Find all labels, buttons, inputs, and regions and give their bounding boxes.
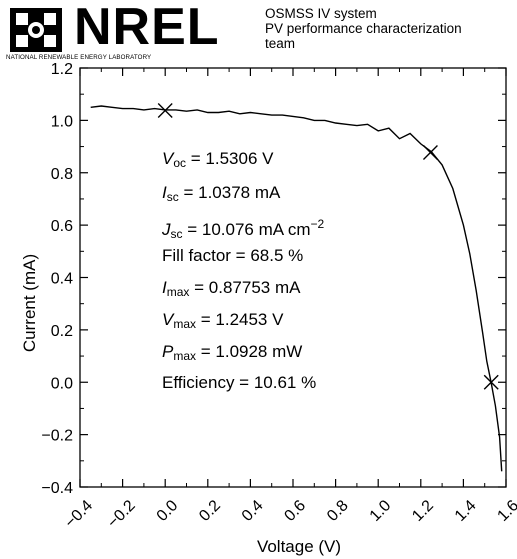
x-marker — [157, 102, 173, 118]
y-tick-label: 0.0 — [51, 375, 73, 392]
x-marker — [422, 144, 438, 160]
logo-subtitle: NATIONAL RENEWABLE ENERGY LABORATORY — [6, 54, 152, 61]
x-tick-label: 0.8 — [324, 497, 352, 525]
x-marker-stroke — [157, 102, 173, 118]
annotation-subscript: max — [173, 317, 197, 331]
x-marker — [483, 374, 499, 390]
annotation-value: = 0.87753 mA — [189, 278, 301, 297]
y-tick-labels: −0.4 −0.2 0.0 0.2 0.4 0.6 0.8 1.0 1.2 — [41, 61, 73, 497]
annotation-line: Efficiency = 10.61 % — [162, 373, 317, 392]
annotation-subscript: sc — [166, 190, 179, 204]
nrel-logo: NREL NATIONAL RENEWABLE ENERGY LABORATOR… — [6, 0, 261, 66]
logo-wordmark: NREL — [74, 0, 220, 56]
tick-marks — [79, 67, 507, 488]
x-tick-label: 0.0 — [154, 497, 182, 525]
header-line-2: PV performance characterization — [265, 21, 462, 36]
annotation-line: Pmax = 1.0928 mW — [162, 342, 302, 366]
y-tick-label: 0.4 — [51, 271, 73, 288]
annotation-value: = 1.2453 V — [196, 310, 284, 329]
y-tick-label: 1.0 — [51, 113, 73, 130]
key-point-markers — [157, 102, 499, 390]
x-tick-label: 0.6 — [281, 497, 309, 525]
y-tick-label: −0.4 — [41, 480, 73, 497]
x-tick-labels: −0.4 −0.2 0.0 0.2 0.4 0.6 0.8 1.0 1.2 1.4 1.6 — [62, 497, 517, 531]
annotation-superscript: −2 — [310, 217, 325, 231]
annotation-line: Voc = 1.5306 V — [162, 149, 273, 173]
y-tick-label: 0.6 — [51, 218, 73, 235]
y-axis-label: Current (mA) — [20, 254, 39, 352]
annotation-symbol: V — [162, 149, 174, 168]
x-axis-label: Voltage (V) — [257, 537, 341, 556]
iv-curve-line — [90, 105, 503, 472]
x-tick-label: −0.2 — [104, 497, 138, 531]
annotation-line: Vmax = 1.2453 V — [162, 310, 283, 334]
annotation-line: Isc = 1.0378 mA — [162, 183, 280, 207]
annotation-value: = 10.076 mA cm — [182, 220, 311, 239]
x-tick-label: 1.4 — [452, 497, 480, 525]
annotation-value: = 1.5306 V — [186, 149, 274, 168]
annotation-value: = 1.0378 mA — [178, 183, 281, 202]
annotation-symbol: I — [162, 183, 167, 202]
x-tick-label: 0.4 — [239, 497, 267, 525]
annotation-subscript: sc — [170, 227, 183, 241]
annotation-symbol: V — [162, 310, 174, 329]
annotation-subscript: oc — [173, 156, 187, 170]
annotation-value: = 1.0928 mW — [196, 342, 303, 361]
y-tick-label: −0.2 — [41, 428, 73, 445]
annotation-subscript: max — [173, 349, 197, 363]
y-tick-label: 0.8 — [51, 166, 73, 183]
header-line-1: OSMSS IV system — [265, 6, 377, 21]
annotation-symbol: J — [162, 220, 171, 239]
x-marker-stroke — [483, 374, 499, 390]
annotation-symbol: I — [162, 278, 167, 297]
x-tick-label: 0.2 — [196, 497, 224, 525]
nrel-emblem-icon — [10, 8, 62, 52]
annotation-symbol: P — [162, 342, 174, 361]
x-marker-stroke — [422, 144, 438, 160]
annotation-subscript: max — [166, 285, 190, 299]
annotation-line: Jsc = 10.076 mA cm−2 — [162, 214, 324, 244]
annotation-line: Imax = 0.87753 mA — [162, 278, 300, 302]
x-tick-label: 1.2 — [409, 497, 437, 525]
x-tick-label: 1.0 — [367, 497, 395, 525]
x-tick-label: 1.6 — [494, 497, 517, 525]
header-line-3: team — [265, 36, 296, 51]
annotation-line: Fill factor = 68.5 % — [162, 246, 304, 265]
y-tick-label: 1.2 — [51, 61, 73, 78]
x-tick-label: −0.4 — [62, 497, 96, 531]
y-tick-label: 0.2 — [51, 323, 73, 340]
